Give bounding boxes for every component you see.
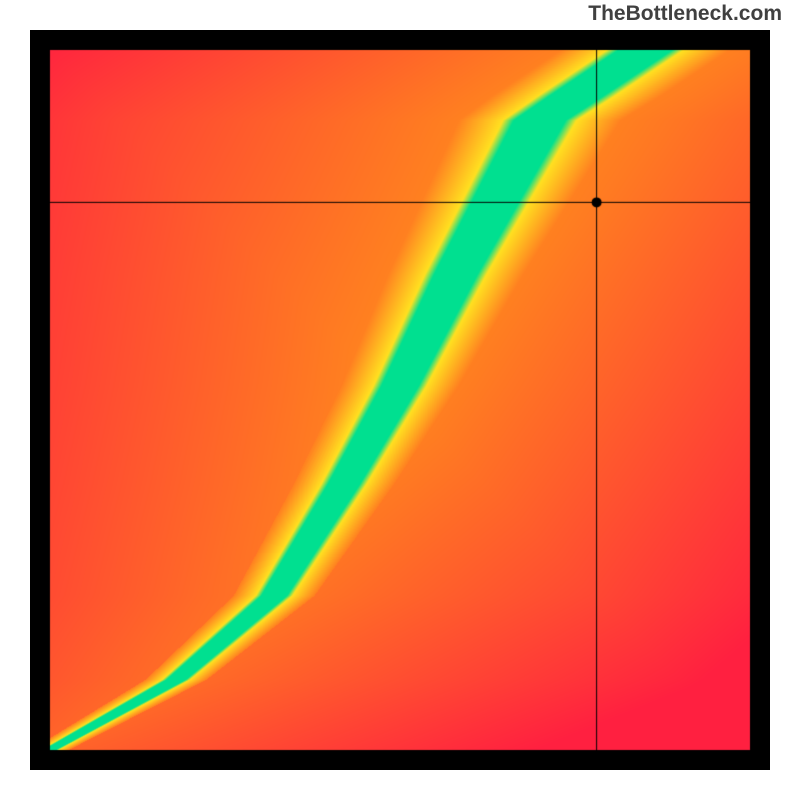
heatmap-canvas — [30, 30, 770, 770]
chart-container: TheBottleneck.com — [0, 0, 800, 800]
watermark-text: TheBottleneck.com — [588, 2, 782, 26]
heatmap-chart — [30, 30, 770, 770]
